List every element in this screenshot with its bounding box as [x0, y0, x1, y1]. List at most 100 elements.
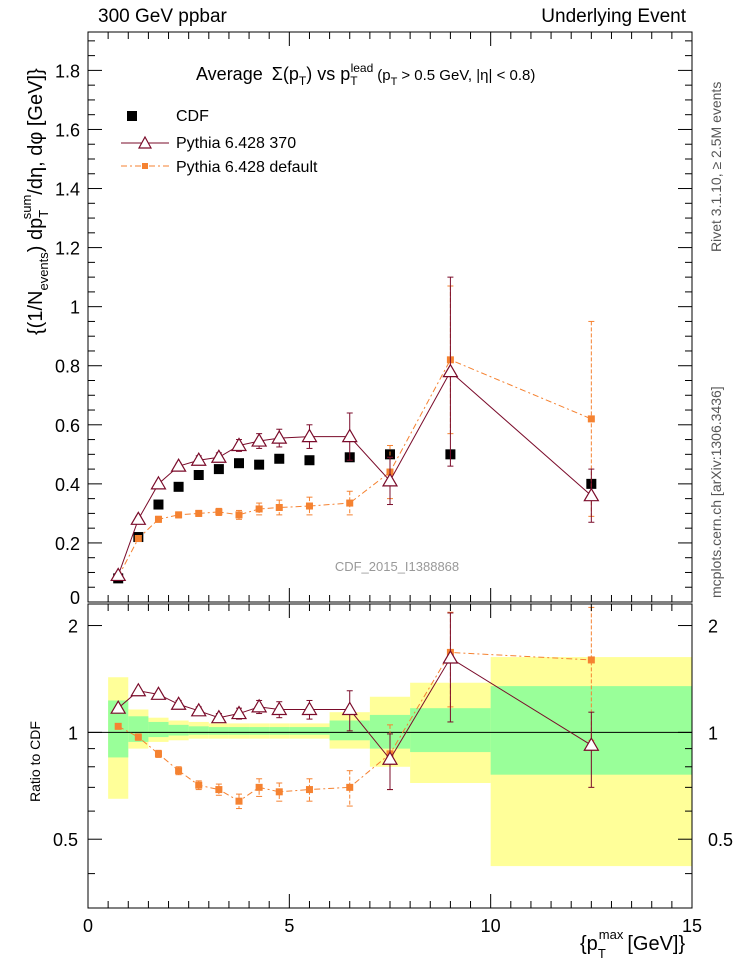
data-point-cdf — [234, 458, 244, 469]
data-point-pythia370 — [251, 432, 268, 447]
series-line-pythia370 — [117, 370, 592, 576]
data-point-pythia370 — [110, 567, 127, 582]
y-tick-label: 1.4 — [55, 180, 80, 200]
data-point-cdf — [304, 455, 315, 466]
data-point-pythiadefault — [195, 509, 203, 517]
series-line-ratio-pythiadefault — [117, 651, 592, 802]
data-point-ratio-pythia370 — [381, 751, 399, 765]
x-tick-label: 0 — [83, 916, 93, 936]
data-point-ratio-pythia370 — [442, 649, 459, 664]
ratio-y-tick-label-right: 0.5 — [708, 830, 733, 850]
data-point-ratio-pythia370 — [271, 701, 288, 716]
data-point-ratio-pythia370 — [190, 702, 207, 717]
ratio-band-inner — [128, 716, 149, 742]
data-point-cdf — [274, 453, 285, 464]
data-point-ratio-pythiadefault — [154, 750, 162, 758]
x-axis-label: {pTmax [GeV]} — [580, 927, 685, 961]
data-point-pythiadefault — [134, 535, 142, 543]
data-point-pythia370 — [583, 487, 600, 502]
y-tick-label: 0.4 — [55, 475, 80, 495]
legend: CDF Pythia 6.428 370 Pythia 6.428 defaul… — [121, 108, 318, 176]
analysis-watermark: CDF_2015_I1388868 — [335, 559, 459, 574]
x-tick-label: 10 — [481, 916, 501, 936]
data-point-pythia370 — [271, 429, 288, 444]
data-point-cdf — [193, 470, 204, 481]
data-point-ratio-pythiadefault — [134, 733, 142, 741]
data-point-cdf — [213, 464, 224, 475]
data-point-pythiadefault — [154, 515, 162, 523]
ratio-y-tick-label-left: 2 — [68, 617, 78, 637]
series-line-pythiadefault — [117, 359, 592, 578]
data-point-ratio-pythia370 — [341, 701, 358, 716]
ratio-y-tick-label-left: 0.5 — [53, 830, 78, 850]
data-point-pythiadefault — [215, 508, 223, 516]
data-point-pythia370 — [230, 437, 248, 452]
ratio-band-inner — [249, 727, 270, 735]
ratio-y-axis-label: Ratio to CDF — [27, 721, 43, 802]
data-point-ratio-pythiadefault — [175, 767, 183, 775]
data-point-ratio-pythiadefault — [275, 788, 283, 796]
legend-marker-cdf — [127, 111, 137, 121]
data-point-ratio-pythia370 — [110, 699, 127, 714]
y-tick-label: 0 — [70, 588, 80, 608]
legend-label-pythiadefault: Pythia 6.428 default — [176, 159, 318, 176]
data-point-ratio-pythia370 — [150, 686, 167, 700]
data-point-ratio-pythia370 — [170, 696, 187, 710]
ratio-band-inner — [208, 727, 229, 735]
data-point-ratio-pythia370 — [583, 737, 600, 751]
data-point-cdf — [153, 499, 164, 510]
x-tick-label: 5 — [284, 916, 294, 936]
data-point-pythiadefault — [346, 499, 354, 507]
legend-marker-pythia370 — [137, 135, 153, 149]
data-point-pythiadefault — [235, 511, 243, 519]
x-tick-label: 15 — [682, 916, 702, 936]
data-point-ratio-pythiadefault — [346, 783, 354, 791]
data-point-ratio-pythiadefault — [114, 722, 122, 730]
y-tick-label: 0.2 — [55, 534, 80, 554]
data-point-cdf — [173, 481, 184, 492]
ratio-band-inner — [168, 724, 189, 736]
y-tick-label: 0.6 — [55, 416, 80, 436]
ratio-band-inner — [148, 721, 169, 738]
y-tick-label: 1.2 — [55, 239, 80, 259]
data-point-pythia370 — [130, 511, 147, 525]
data-point-pythiadefault — [175, 511, 183, 519]
data-point-ratio-pythiadefault — [587, 656, 595, 664]
y-tick-label: 1 — [70, 298, 80, 318]
data-point-pythia370 — [301, 428, 318, 443]
data-point-pythia370 — [190, 452, 207, 466]
data-point-ratio-pythiadefault — [195, 781, 203, 789]
y-tick-label: 1.8 — [55, 61, 80, 81]
ratio-y-tick-label-left: 1 — [68, 723, 78, 743]
data-point-pythiadefault — [275, 503, 283, 511]
data-point-pythiadefault — [255, 505, 263, 513]
legend-label-pythia370: Pythia 6.428 370 — [176, 135, 296, 152]
ratio-band-inner — [188, 726, 209, 735]
header-process: 300 GeV ppbar — [98, 6, 227, 27]
legend-marker-pythiadefault — [142, 163, 148, 169]
data-point-ratio-pythia370 — [130, 682, 147, 697]
data-point-pythia370 — [381, 472, 399, 487]
data-point-pythia370 — [210, 449, 227, 463]
data-point-pythia370 — [150, 475, 167, 490]
y-tick-label: 1.6 — [55, 120, 80, 140]
data-point-pythiadefault — [587, 415, 595, 423]
data-point-ratio-pythiadefault — [255, 783, 263, 791]
data-point-ratio-pythiadefault — [235, 797, 243, 805]
data-point-pythia370 — [341, 428, 358, 443]
data-point-ratio-pythiadefault — [215, 786, 223, 794]
ratio-y-tick-label-right: 1 — [708, 723, 718, 743]
ratio-band-inner — [228, 727, 250, 735]
data-point-ratio-pythia370 — [301, 701, 318, 716]
data-point-ratio-pythiadefault — [305, 786, 313, 794]
ratio-band-inner — [269, 727, 290, 735]
data-point-pythiadefault — [305, 502, 313, 510]
legend-label-cdf: CDF — [176, 108, 209, 125]
y-tick-label: 0.8 — [55, 357, 80, 377]
data-point-pythia370 — [442, 363, 459, 378]
header-observable: Underlying Event — [541, 6, 686, 27]
data-point-ratio-pythia370 — [230, 705, 248, 720]
main-y-axis-label: {(1/Nevents) dpTsum/dη, dφ [GeV]} — [19, 68, 51, 335]
data-point-ratio-pythia370 — [251, 698, 268, 713]
